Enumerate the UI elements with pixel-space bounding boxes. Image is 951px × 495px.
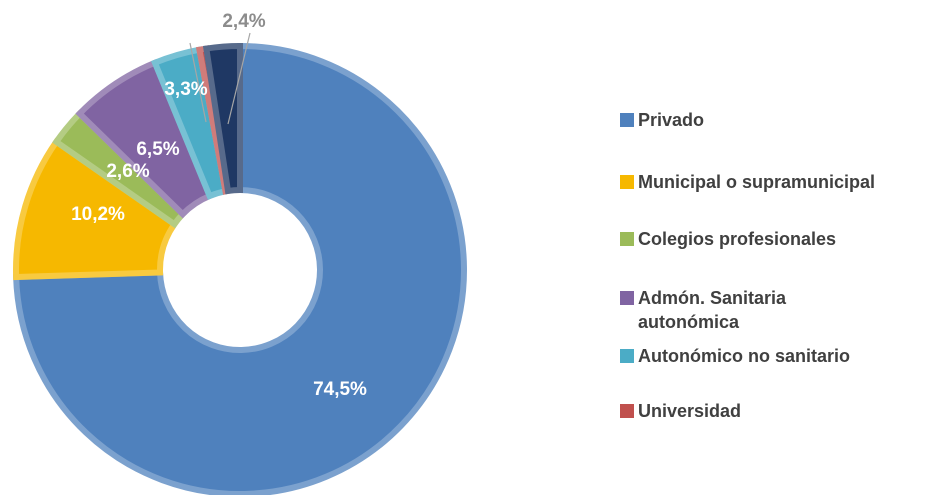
legend-entry: Universidad [620,399,741,423]
donut-plot: 74,5% 10,2% 2,6%6,5% 3,3% 2,4% [13,11,467,495]
legend-swatch [620,175,634,189]
legend-label: Autonómico no sanitario [638,346,851,366]
legend-entry: Privado [620,108,704,132]
legend-entry: Admón. Sanitaria autonómica [620,286,850,334]
data-label: 3,3% [164,79,207,100]
leader-line [227,32,251,125]
legend-swatch [620,113,634,127]
data-label: 10,2% [71,204,125,225]
legend-swatch [620,232,634,246]
donut-slice [202,42,243,195]
donut-slice [13,137,179,281]
legend-entry: Municipal o supramunicipal [620,170,875,194]
legend-entry: Autonómico no sanitario [620,344,850,368]
legend-entry: Colegios profesionales [620,227,836,251]
data-label: 6,5% [136,139,179,160]
legend-label: Colegios profesionales [638,229,837,249]
legend-swatch [620,349,634,363]
legend-swatch [620,291,634,305]
data-label: 2,4% [222,11,265,32]
data-label: 74,5% [313,379,367,400]
leader-line [189,42,207,123]
legend-label: Universidad [638,401,742,421]
legend-swatch [620,404,634,418]
donut-slice [13,42,467,495]
legend-label: Admón. Sanitaria autonómica [638,288,787,332]
legend-label: Privado [638,110,705,130]
legend-label: Municipal o supramunicipal [638,172,876,192]
data-label: 2,6% [106,161,149,182]
